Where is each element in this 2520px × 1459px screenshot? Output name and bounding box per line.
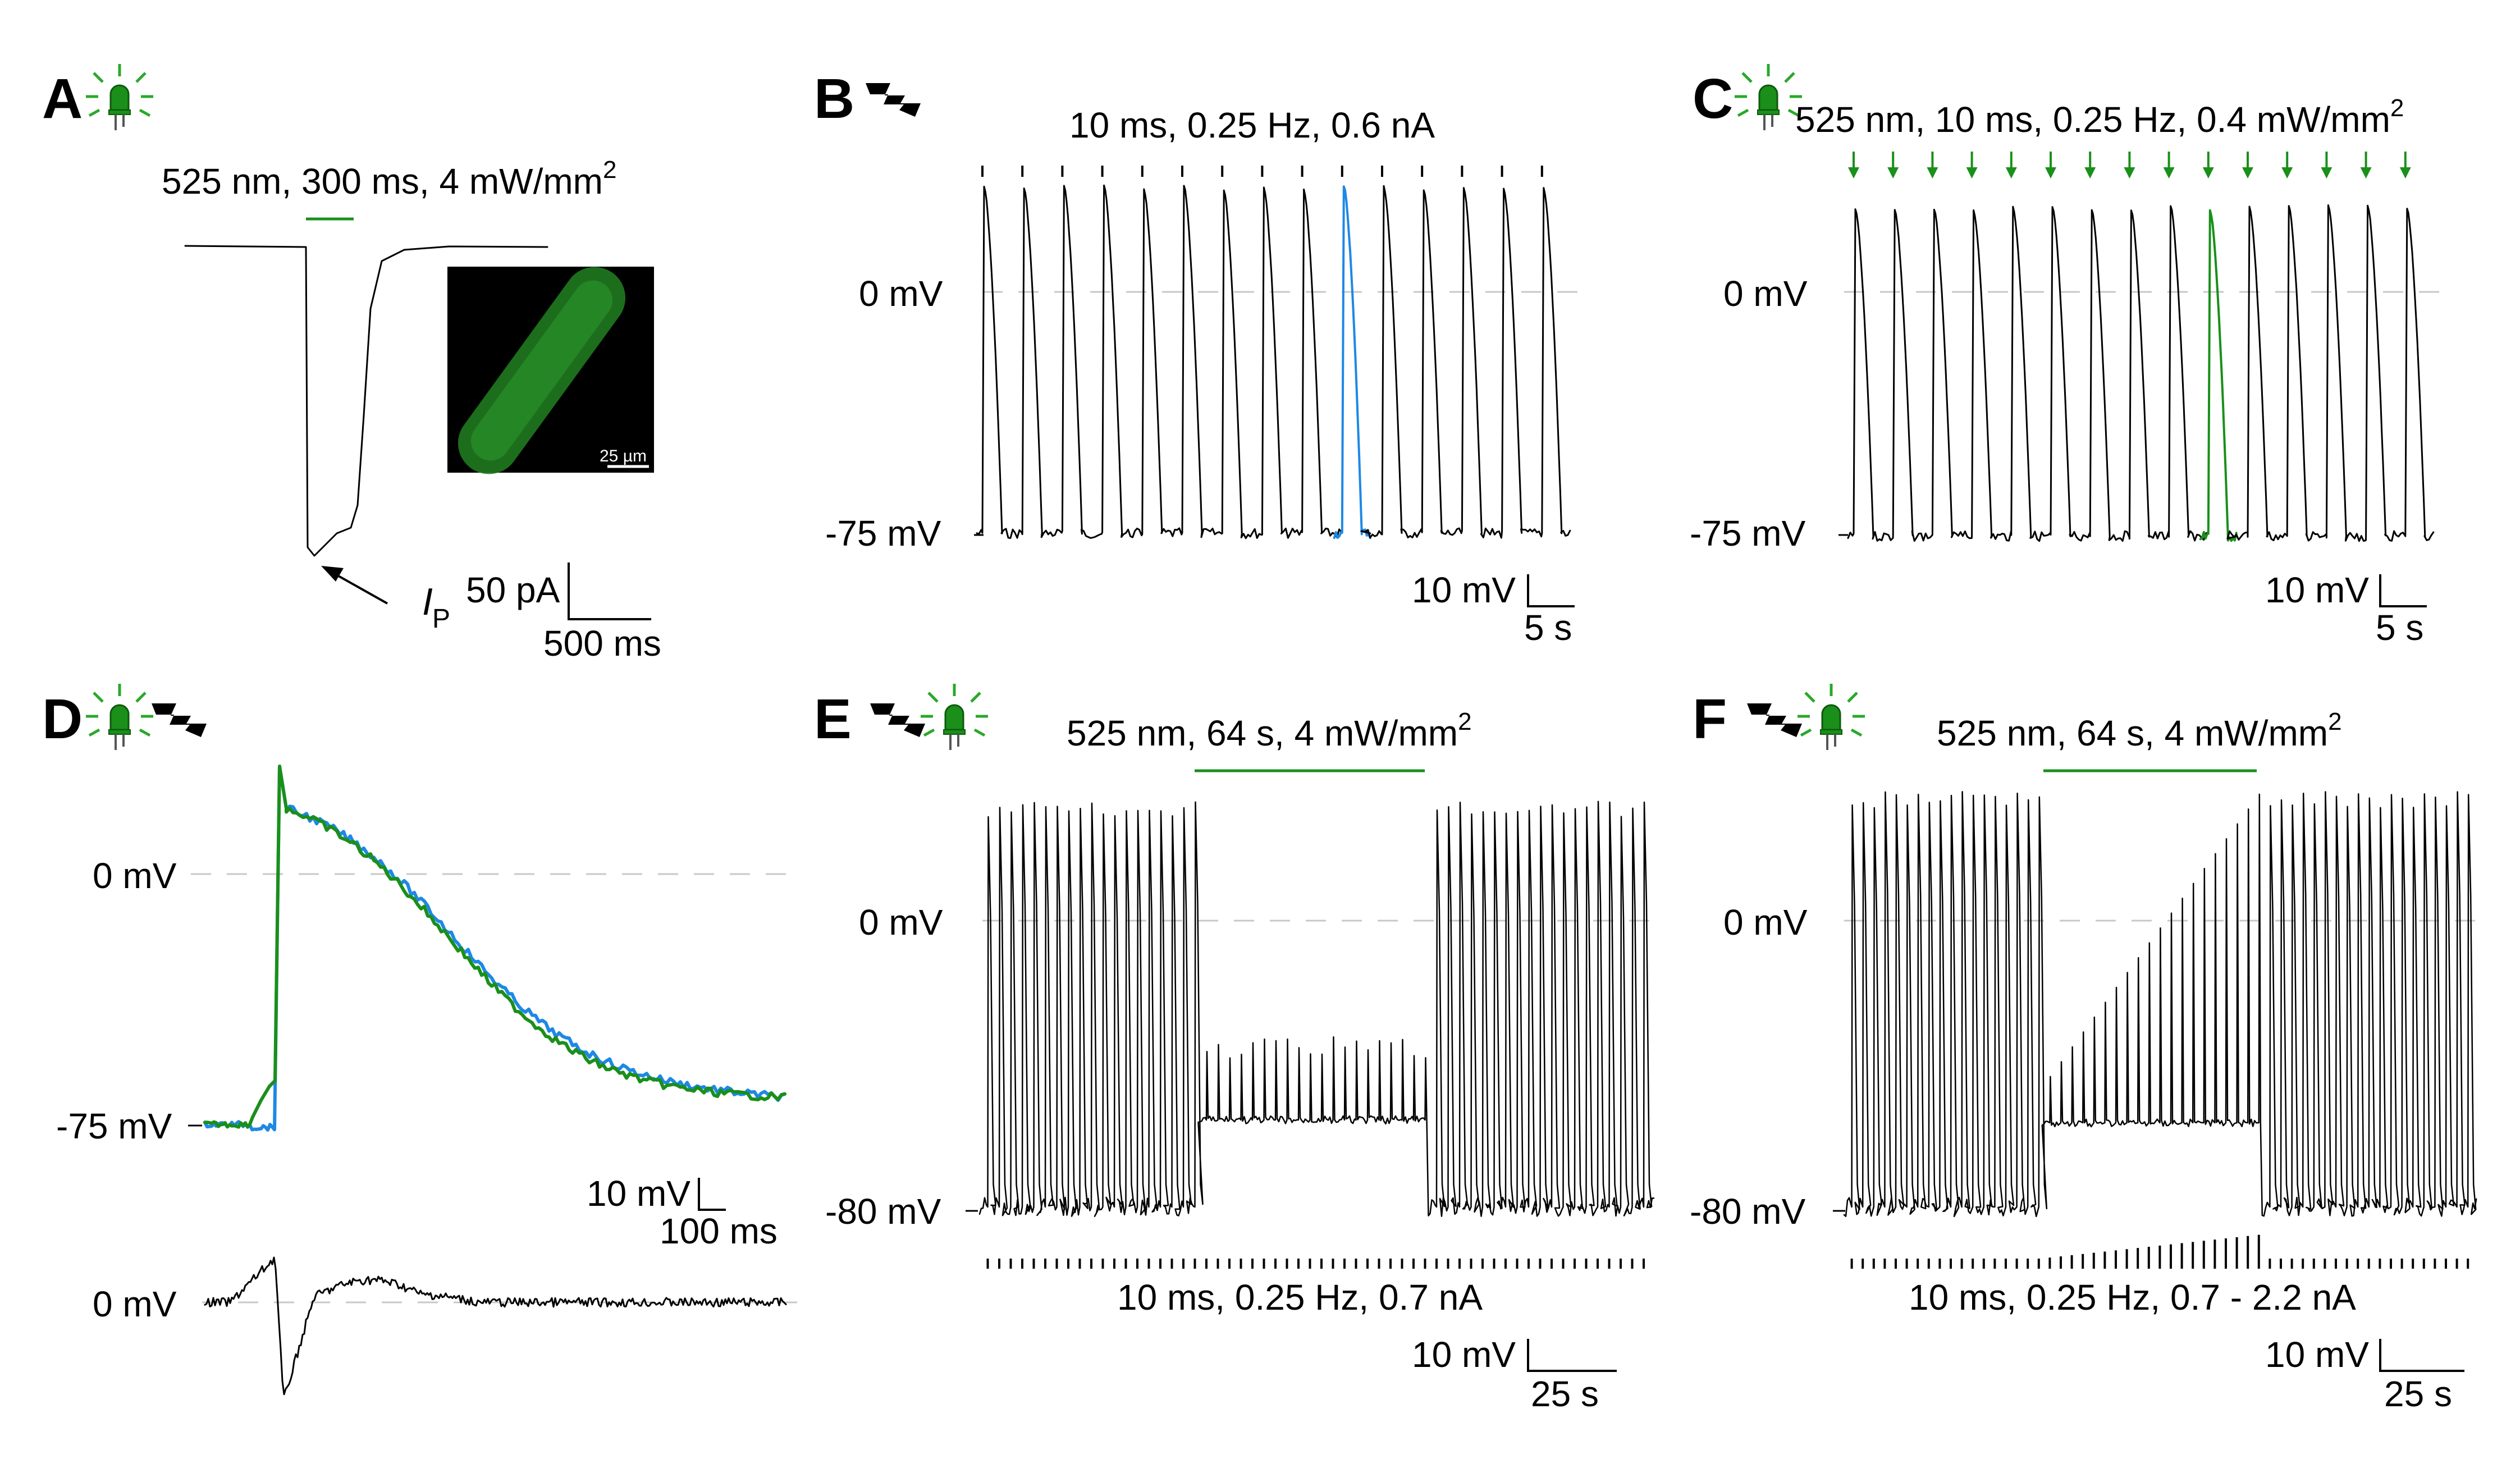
panel-e: E 525 nm, 64 s, 4 mW/mm2 0 mV -80 mV 10 … xyxy=(814,684,1662,1414)
scale-y-label: 10 mV xyxy=(587,1173,690,1214)
panel-b-stimulus: 10 ms, 0.25 Hz, 0.6 nA xyxy=(1069,105,1435,145)
scale-x-label: 100 ms xyxy=(660,1211,778,1251)
down-arrow-icon xyxy=(2242,152,2253,179)
down-arrow-icon xyxy=(1927,152,1938,179)
ap-trace-segment xyxy=(2226,204,2435,542)
down-arrow-icon xyxy=(2124,152,2135,179)
panel-a-stimulus: 525 nm, 300 ms, 4 mW/mm2 xyxy=(162,156,616,202)
scale-x-label: 25 s xyxy=(1531,1374,1599,1414)
scale-bar xyxy=(568,562,651,620)
green-led-icon xyxy=(921,684,988,750)
scale-x-label: 5 s xyxy=(1524,607,1572,648)
panel-e-light: 525 nm, 64 s, 4 mW/mm2 xyxy=(1067,708,1472,753)
stimulus-markers xyxy=(986,1259,1645,1269)
zero-label: 0 mV xyxy=(859,273,943,314)
panel-d: D 0 mV -75 mV 10 mV 100 ms 0 mV xyxy=(42,684,797,1396)
light-pulse-markers xyxy=(1848,152,2411,179)
down-arrow-icon xyxy=(2163,152,2175,179)
down-arrow-icon xyxy=(2084,152,2096,179)
zero-label: 0 mV xyxy=(1723,273,1808,314)
diff-zero-label: 0 mV xyxy=(93,1284,177,1324)
rest-label: -80 mV xyxy=(825,1191,941,1232)
panel-f: F 525 nm, 64 s, 4 mW/mm2 0 mV -80 mV 10 … xyxy=(1690,684,2481,1414)
zero-label: 0 mV xyxy=(1723,902,1808,943)
down-arrow-icon xyxy=(1887,152,1899,179)
rest-label: -75 mV xyxy=(825,513,941,554)
scale-x-label: 5 s xyxy=(2376,607,2423,648)
panel-c-stimulus: 525 nm, 10 ms, 0.25 Hz, 0.4 mW/mm2 xyxy=(1795,94,2404,140)
ap-train-path xyxy=(978,801,1655,1217)
action-potential-train xyxy=(1847,204,2435,542)
panel-c: C 525 nm, 10 ms, 0.25 Hz, 0.4 mW/mm2 0 m… xyxy=(1690,64,2448,648)
zero-label: 0 mV xyxy=(93,856,177,896)
down-arrow-icon xyxy=(2360,152,2372,179)
panel-f-stimulus: 10 ms, 0.25 Hz, 0.7 - 2.2 nA xyxy=(1909,1277,2356,1318)
green-led-icon xyxy=(1798,684,1865,750)
zero-label: 0 mV xyxy=(859,902,943,943)
scale-y-label: 10 mV xyxy=(2265,570,2369,610)
highlighted-ap xyxy=(2199,209,2238,542)
scale-x-label: 500 ms xyxy=(543,623,661,664)
down-arrow-icon xyxy=(2399,152,2411,179)
scale-bar xyxy=(2379,574,2427,607)
photocurrent-trace xyxy=(184,245,548,557)
panel-letter-d: D xyxy=(42,688,83,751)
down-arrow-icon xyxy=(2202,152,2214,179)
arrow-head-icon xyxy=(321,566,344,582)
scale-bar xyxy=(698,1178,726,1211)
ap-trace-segment xyxy=(1847,205,2210,542)
current-subscript: P xyxy=(432,604,450,634)
panel-letter-f: F xyxy=(1693,688,1727,751)
rest-label: -75 mV xyxy=(1690,513,1806,554)
scale-bar xyxy=(1527,1339,1617,1372)
action-potential-train xyxy=(976,184,1571,539)
panel-letter-e: E xyxy=(814,688,852,751)
panel-letter-a: A xyxy=(42,67,83,130)
green-led-icon xyxy=(86,64,153,130)
scale-y-label: 10 mV xyxy=(1412,570,1516,610)
optical-ap-trace xyxy=(203,765,786,1129)
scale-y-label: 50 pA xyxy=(466,570,560,610)
ap-trace-segment xyxy=(1360,185,1571,539)
panel-a: A 525 nm, 300 ms, 4 mW/mm2 25 µm I P 50 … xyxy=(42,64,661,664)
scale-bar xyxy=(1527,574,1575,607)
scale-x-label: 25 s xyxy=(2384,1374,2452,1414)
panel-e-stimulus: 10 ms, 0.25 Hz, 0.7 nA xyxy=(1117,1277,1483,1318)
inset-scale-label: 25 µm xyxy=(600,447,647,465)
down-arrow-icon xyxy=(1848,152,1859,179)
panel-f-light: 525 nm, 64 s, 4 mW/mm2 xyxy=(1937,708,2342,753)
stimulus-markers xyxy=(981,166,1543,177)
current-label: I xyxy=(422,580,433,623)
down-arrow-icon xyxy=(2005,152,2017,179)
lightning-bolt-icon xyxy=(870,703,925,737)
panel-b: B 10 ms, 0.25 Hz, 0.6 nA 0 mV -75 mV 10 … xyxy=(814,67,1586,648)
down-arrow-icon xyxy=(2045,152,2056,179)
stimulus-markers xyxy=(1850,1234,2469,1269)
down-arrow-icon xyxy=(1966,152,1978,179)
lightning-bolt-icon xyxy=(1747,703,1802,737)
scale-bar xyxy=(2379,1339,2464,1372)
down-arrow-icon xyxy=(2321,152,2333,179)
panel-letter-c: C xyxy=(1693,67,1733,130)
scale-y-label: 10 mV xyxy=(2265,1334,2369,1375)
ap-trace-segment xyxy=(976,184,1343,539)
green-led-icon xyxy=(86,684,153,750)
ap-train-trace xyxy=(978,801,1655,1217)
difference-trace xyxy=(204,1256,787,1396)
ap-train-path xyxy=(1843,791,2477,1218)
rest-label: -75 mV xyxy=(56,1106,172,1146)
rest-label: -80 mV xyxy=(1690,1191,1806,1232)
lightning-bolt-icon xyxy=(152,703,207,737)
scale-y-label: 10 mV xyxy=(1412,1334,1516,1375)
confocal-inset: 25 µm xyxy=(447,267,654,474)
green-led-icon xyxy=(1735,64,1802,130)
lightning-bolt-icon xyxy=(866,83,921,117)
ap-train-trace xyxy=(1843,791,2477,1218)
highlighted-ap xyxy=(1333,185,1371,539)
electrical-ap-trace xyxy=(203,765,786,1132)
down-arrow-icon xyxy=(2281,152,2293,179)
panel-letter-b: B xyxy=(814,67,854,130)
